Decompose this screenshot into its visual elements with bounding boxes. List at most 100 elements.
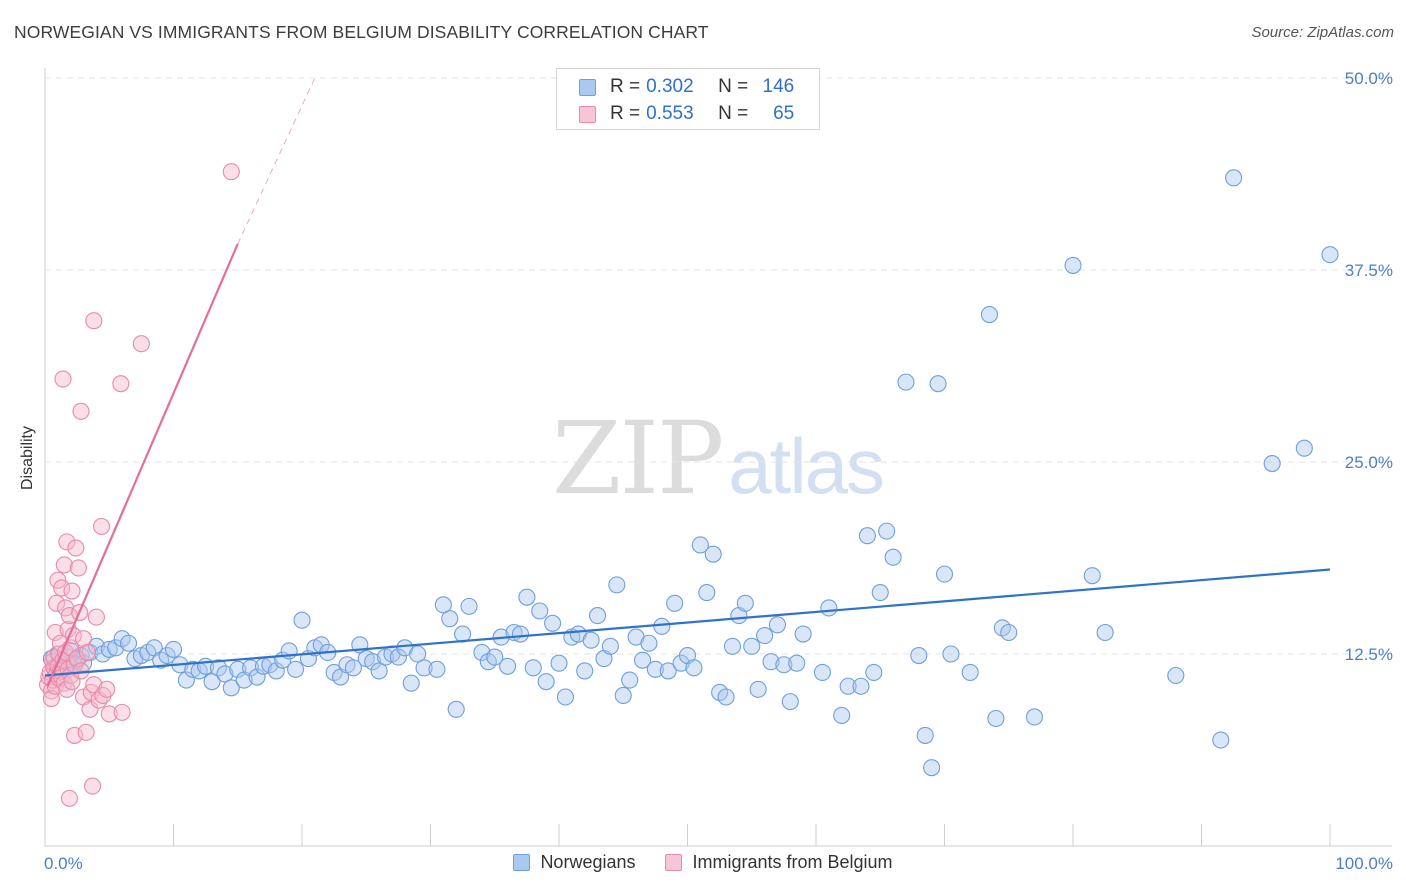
x-tick-label: 100.0%	[1335, 854, 1393, 873]
point-belgium	[100, 705, 118, 723]
point-norwegians	[1000, 623, 1018, 642]
point-norwegians	[344, 659, 362, 677]
y-tick-label: 50.0%	[1345, 69, 1393, 88]
trend-line-belgium	[46, 243, 239, 687]
legend-n-value: 65	[773, 103, 795, 124]
point-norwegians	[409, 645, 427, 663]
point-belgium	[60, 789, 78, 807]
legend-label-norwegians: Norwegians	[540, 852, 636, 872]
point-norwegians	[1225, 169, 1243, 187]
point-norwegians	[717, 688, 735, 706]
point-belgium	[67, 539, 85, 557]
point-norwegians	[100, 640, 118, 658]
legend-n-label: N =	[718, 103, 749, 124]
point-belgium	[77, 723, 95, 741]
point-norwegians	[428, 660, 446, 678]
legend-r-value: 0.553	[646, 103, 694, 124]
legend-swatch-pink	[579, 105, 596, 123]
point-norwegians	[1212, 731, 1230, 749]
legend-swatch-blue	[579, 78, 596, 96]
point-norwegians	[961, 663, 979, 681]
point-norwegians	[164, 640, 183, 658]
point-belgium	[92, 517, 111, 536]
point-norwegians	[242, 659, 260, 677]
point-norwegians	[216, 665, 234, 683]
legend-row-belgium: R = 0.553 N = 65	[579, 102, 794, 126]
point-norwegians	[704, 545, 722, 563]
point-norwegians	[858, 527, 876, 545]
point-norwegians	[865, 663, 883, 681]
point-norwegians	[871, 584, 889, 602]
point-norwegians	[633, 651, 652, 669]
point-norwegians	[544, 614, 562, 632]
point-norwegians	[685, 659, 703, 677]
point-norwegians	[813, 663, 831, 681]
point-norwegians	[473, 643, 491, 662]
y-axis-title: Disability	[19, 425, 36, 491]
point-belgium	[98, 680, 116, 698]
watermark-atlas: atlas	[728, 422, 885, 510]
point-norwegians	[852, 677, 870, 695]
point-norwegians	[402, 674, 420, 692]
point-norwegians	[601, 637, 619, 655]
point-norwegians	[749, 680, 767, 698]
point-norwegians	[756, 627, 774, 645]
legend-swatch-blue	[513, 854, 531, 871]
point-norwegians	[370, 662, 388, 680]
point-norwegians	[184, 660, 202, 678]
legend-swatch-pink	[665, 854, 683, 871]
point-norwegians	[646, 660, 664, 678]
point-norwegians	[929, 375, 947, 393]
legend-label-belgium: Immigrants from Belgium	[692, 852, 893, 872]
point-norwegians	[524, 659, 542, 677]
point-norwegians	[1083, 567, 1101, 585]
point-norwegians	[222, 679, 240, 697]
point-norwegians	[203, 673, 221, 691]
point-belgium	[53, 579, 71, 597]
point-norwegians	[441, 610, 459, 628]
point-norwegians	[1321, 246, 1339, 264]
point-norwegians	[980, 305, 999, 324]
point-belgium	[72, 662, 90, 680]
point-norwegians	[499, 657, 517, 675]
point-belgium	[46, 623, 64, 642]
point-norwegians	[415, 659, 433, 677]
legend-r-label: R =	[610, 76, 641, 97]
point-norwegians	[621, 671, 639, 689]
point-norwegians	[293, 611, 311, 629]
point-norwegians	[576, 662, 594, 680]
point-norwegians	[775, 656, 793, 674]
point-norwegians	[608, 576, 626, 594]
legend-n-label: N =	[718, 76, 749, 97]
point-norwegians	[287, 660, 305, 678]
point-norwegians	[691, 536, 709, 554]
point-norwegians	[897, 373, 915, 391]
y-tick-label: 12.5%	[1345, 645, 1393, 664]
point-norwegians	[788, 654, 806, 672]
point-belgium	[75, 630, 93, 648]
point-belgium	[62, 666, 80, 685]
point-belgium	[48, 594, 66, 612]
chart-title: NORWEGIAN VS IMMIGRANTS FROM BELGIUM DIS…	[14, 22, 709, 42]
point-norwegians	[794, 625, 812, 643]
point-belgium	[81, 700, 99, 718]
point-norwegians	[833, 706, 851, 724]
point-norwegians	[1167, 666, 1185, 685]
point-norwegians	[820, 599, 838, 617]
point-norwegians	[364, 653, 382, 671]
point-norwegians	[781, 693, 799, 711]
point-norwegians	[229, 660, 247, 678]
point-norwegians	[698, 584, 716, 602]
point-norwegians	[537, 673, 555, 691]
point-norwegians	[158, 646, 176, 665]
point-norwegians	[723, 637, 742, 655]
point-norwegians	[531, 602, 549, 620]
point-norwegians	[389, 648, 407, 666]
point-norwegians	[550, 654, 568, 672]
point-belgium	[58, 533, 76, 551]
point-belgium	[55, 556, 73, 574]
point-norwegians	[267, 662, 285, 680]
legend-r-label: R =	[610, 103, 641, 124]
point-belgium	[113, 703, 131, 721]
trend-line-norwegians	[44, 568, 1331, 677]
